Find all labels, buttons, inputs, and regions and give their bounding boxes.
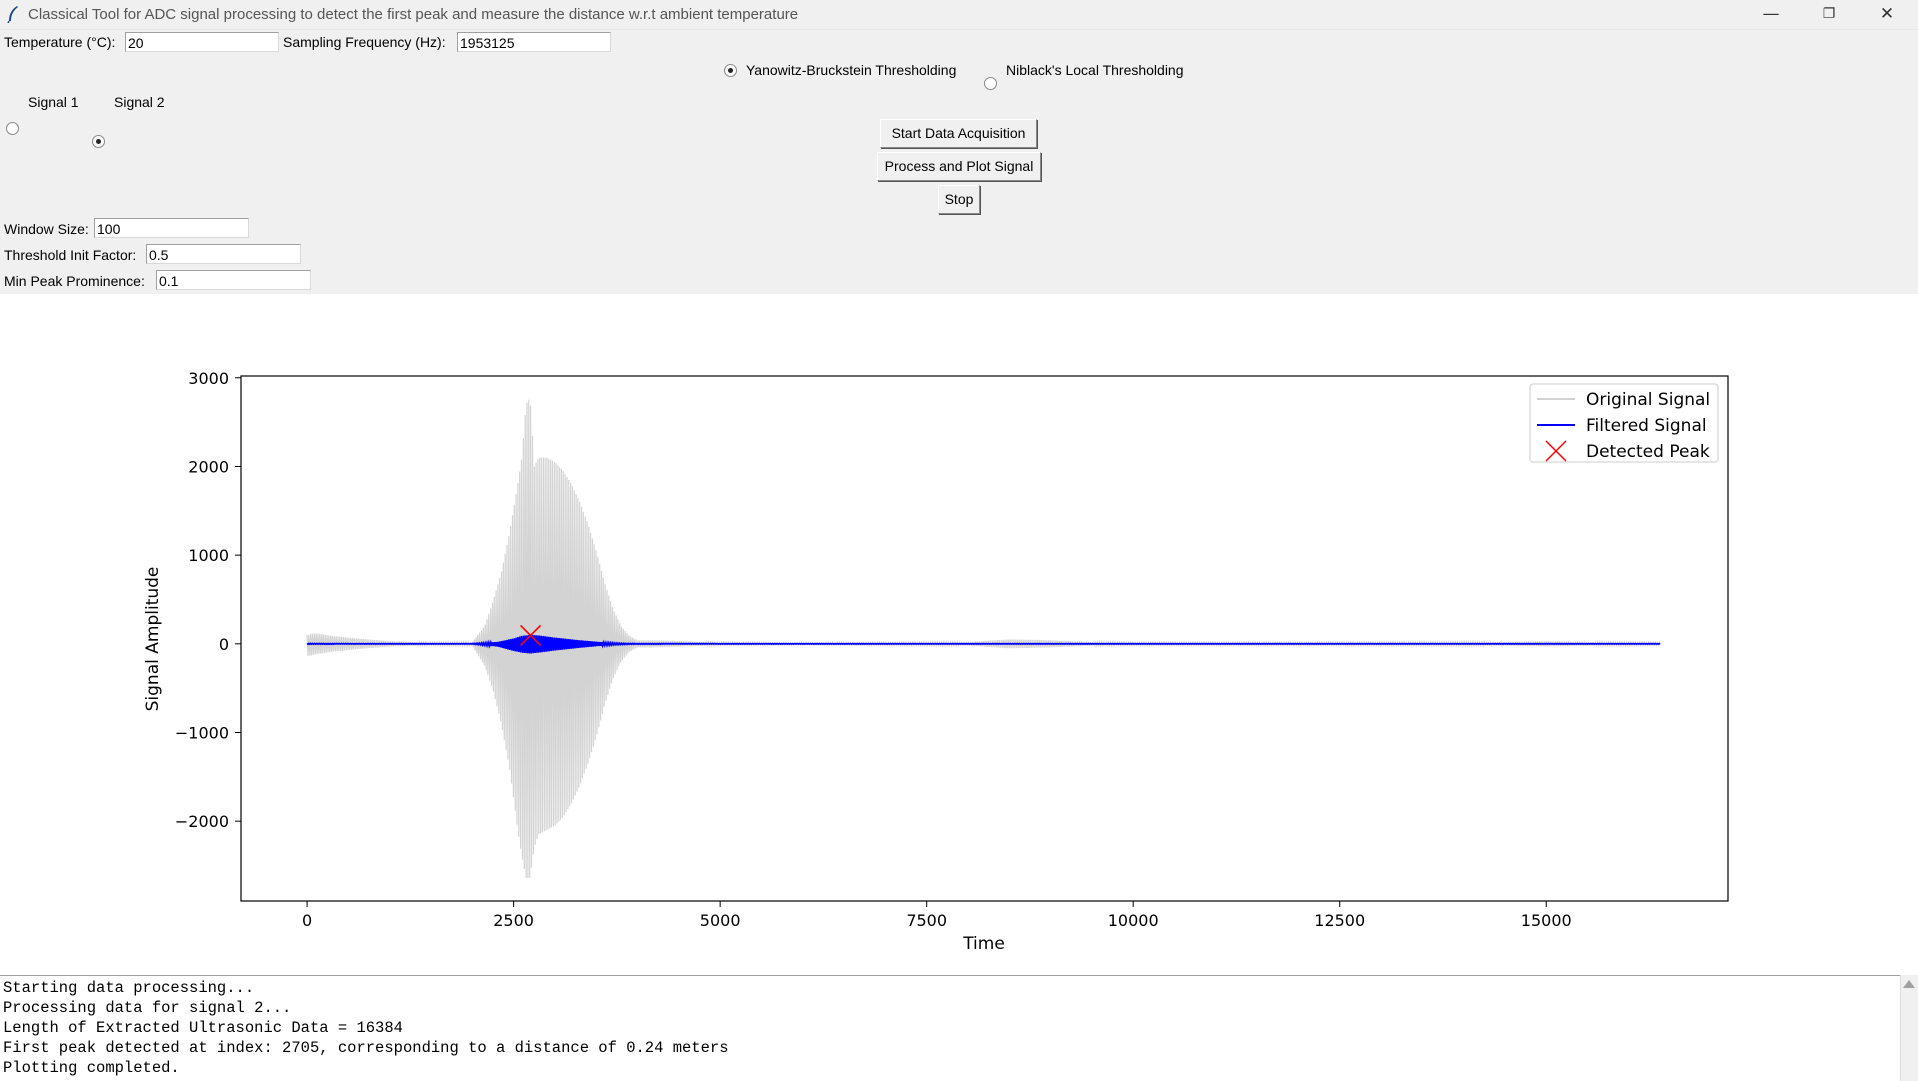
feather-icon <box>7 6 18 23</box>
detected-peak-marker <box>519 624 542 646</box>
signal1-radio[interactable] <box>6 122 19 135</box>
temperature-input[interactable]: 20 <box>125 32 279 52</box>
original-signal-line <box>306 399 1661 878</box>
y-tick-label: 0 <box>219 635 229 654</box>
x-tick-label: 7500 <box>906 911 947 930</box>
x-tick-label: 12500 <box>1314 911 1365 930</box>
y-tick-label: 2000 <box>188 457 229 476</box>
window-size-label: Window Size: <box>4 221 89 237</box>
window-title: Classical Tool for ADC signal processing… <box>28 6 799 23</box>
console-scrollbar[interactable] <box>1900 975 1918 1081</box>
y-tick-label: −1000 <box>175 724 229 743</box>
y-tick-label: −2000 <box>175 812 229 831</box>
sampling-frequency-input[interactable]: 1953125 <box>457 32 611 52</box>
title-bar: Classical Tool for ADC signal processing… <box>0 0 1918 30</box>
legend-original-label: Original Signal <box>1586 390 1710 410</box>
signal1-label[interactable]: Signal 1 <box>28 94 79 110</box>
sampling-frequency-label: Sampling Frequency (Hz): <box>283 34 446 50</box>
window-size-input[interactable]: 100 <box>94 218 249 238</box>
legend-filtered-label: Filtered Signal <box>1586 416 1707 436</box>
temperature-label: Temperature (°C): <box>4 34 116 50</box>
x-tick-label: 0 <box>302 911 312 930</box>
close-icon[interactable]: ✕ <box>1879 4 1895 24</box>
x-axis-label: Time <box>962 934 1005 954</box>
axes-frame <box>240 375 1729 902</box>
min-prominence-label: Min Peak Prominence: <box>4 273 145 289</box>
x-tick-label: 15000 <box>1521 911 1572 930</box>
x-tick-label: 2500 <box>493 911 534 930</box>
niblack-label[interactable]: Niblack's Local Thresholding <box>1006 62 1184 78</box>
minimize-icon[interactable]: — <box>1762 4 1780 24</box>
console-line: Starting data processing... <box>3 979 255 997</box>
console-line: Processing data for signal 2... <box>3 999 292 1017</box>
yanowitz-label[interactable]: Yanowitz-Bruckstein Thresholding <box>746 62 957 78</box>
threshold-init-label: Threshold Init Factor: <box>4 247 137 263</box>
signal-chart: 0 2500 5000 7500 10000 12500 15000 −2000 −1000 0 1… <box>143 369 1729 954</box>
x-tick-label: 5000 <box>700 911 741 930</box>
y-axis-label: Signal Amplitude <box>143 567 163 712</box>
x-tick-label: 10000 <box>1108 911 1159 930</box>
console-line: First peak detected at index: 2705, corr… <box>3 1039 729 1057</box>
y-tick-label: 3000 <box>188 369 229 388</box>
niblack-radio[interactable] <box>984 77 997 90</box>
y-tick-label: 1000 <box>188 546 229 565</box>
plot-canvas: 0 2500 5000 7500 10000 12500 15000 −2000 −1000 0 1… <box>0 294 1918 975</box>
yanowitz-radio[interactable] <box>724 64 737 77</box>
threshold-init-input[interactable]: 0.5 <box>146 244 301 264</box>
legend: Original Signal Filtered Signal Detected… <box>1529 383 1719 463</box>
start-acquisition-button[interactable]: Start Data Acquisition <box>880 119 1037 148</box>
min-prominence-input[interactable]: 0.1 <box>156 270 311 290</box>
legend-peak-label: Detected Peak <box>1586 442 1710 462</box>
signal2-radio[interactable] <box>92 135 105 148</box>
console-output[interactable]: Starting data processing... Processing d… <box>0 975 1900 1081</box>
legend-peak-marker-icon <box>1545 440 1567 462</box>
restore-icon[interactable]: ❐ <box>1822 6 1836 22</box>
stop-button[interactable]: Stop <box>938 185 980 214</box>
scroll-up-arrow-icon[interactable] <box>1903 980 1915 988</box>
legend-box <box>1529 383 1719 463</box>
process-plot-button[interactable]: Process and Plot Signal <box>877 152 1041 181</box>
console-line: Length of Extracted Ultrasonic Data = 16… <box>3 1019 403 1037</box>
signal2-label[interactable]: Signal 2 <box>114 94 165 110</box>
console-line: Plotting completed. <box>3 1059 180 1077</box>
